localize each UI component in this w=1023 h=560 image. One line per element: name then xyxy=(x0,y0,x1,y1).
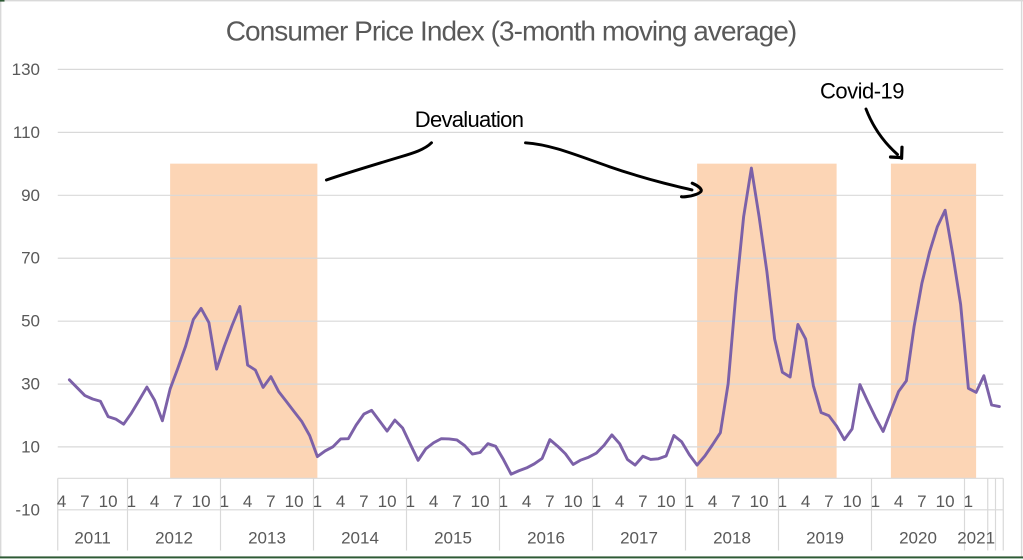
svg-text:1: 1 xyxy=(778,492,787,511)
svg-text:1: 1 xyxy=(313,492,322,511)
svg-text:30: 30 xyxy=(21,375,40,394)
svg-text:7: 7 xyxy=(824,492,833,511)
svg-text:4: 4 xyxy=(429,492,438,511)
svg-text:10: 10 xyxy=(285,492,304,511)
svg-text:1: 1 xyxy=(220,492,229,511)
svg-text:1: 1 xyxy=(871,492,880,511)
svg-text:1: 1 xyxy=(592,492,601,511)
svg-text:2020: 2020 xyxy=(899,529,937,548)
svg-text:4: 4 xyxy=(57,492,66,511)
svg-text:2012: 2012 xyxy=(155,529,193,548)
svg-text:2011: 2011 xyxy=(74,529,111,548)
svg-text:4: 4 xyxy=(522,492,531,511)
svg-text:4: 4 xyxy=(150,492,159,511)
svg-text:1: 1 xyxy=(964,492,973,511)
svg-text:70: 70 xyxy=(21,249,40,268)
svg-text:10: 10 xyxy=(564,492,583,511)
svg-text:7: 7 xyxy=(452,492,461,511)
svg-text:7: 7 xyxy=(80,492,89,511)
svg-text:2017: 2017 xyxy=(620,529,658,548)
svg-text:Consumer Price Index (3-month: Consumer Price Index (3-month moving ave… xyxy=(226,16,796,47)
svg-text:130: 130 xyxy=(12,60,40,79)
svg-text:10: 10 xyxy=(192,492,211,511)
svg-text:4: 4 xyxy=(708,492,717,511)
svg-text:10: 10 xyxy=(471,492,490,511)
svg-text:2018: 2018 xyxy=(713,529,751,548)
svg-text:4: 4 xyxy=(801,492,810,511)
svg-text:Covid-19: Covid-19 xyxy=(820,79,904,104)
svg-text:7: 7 xyxy=(638,492,647,511)
svg-text:2014: 2014 xyxy=(341,529,379,548)
svg-text:90: 90 xyxy=(21,186,40,205)
svg-text:4: 4 xyxy=(336,492,345,511)
svg-text:2021: 2021 xyxy=(957,529,995,548)
svg-text:1: 1 xyxy=(499,492,508,511)
svg-text:10: 10 xyxy=(21,437,40,456)
svg-text:7: 7 xyxy=(731,492,740,511)
svg-text:10: 10 xyxy=(99,492,118,511)
svg-text:2016: 2016 xyxy=(527,529,565,548)
svg-text:7: 7 xyxy=(173,492,182,511)
svg-text:Devaluation: Devaluation xyxy=(415,107,524,132)
svg-text:1: 1 xyxy=(406,492,415,511)
svg-text:7: 7 xyxy=(545,492,554,511)
svg-text:1: 1 xyxy=(685,492,694,511)
svg-text:10: 10 xyxy=(750,492,769,511)
svg-text:2019: 2019 xyxy=(806,529,844,548)
svg-text:4: 4 xyxy=(615,492,624,511)
svg-text:10: 10 xyxy=(843,492,862,511)
svg-text:110: 110 xyxy=(13,123,40,142)
svg-text:10: 10 xyxy=(936,492,955,511)
svg-text:4: 4 xyxy=(894,492,903,511)
svg-text:2015: 2015 xyxy=(434,529,472,548)
svg-text:7: 7 xyxy=(266,492,275,511)
svg-text:10: 10 xyxy=(378,492,397,511)
svg-text:50: 50 xyxy=(21,312,40,331)
svg-text:2013: 2013 xyxy=(248,529,286,548)
svg-text:4: 4 xyxy=(243,492,252,511)
svg-text:-10: -10 xyxy=(15,500,40,519)
svg-text:7: 7 xyxy=(917,492,926,511)
svg-text:10: 10 xyxy=(657,492,676,511)
svg-text:1: 1 xyxy=(127,492,136,511)
svg-text:7: 7 xyxy=(359,492,368,511)
